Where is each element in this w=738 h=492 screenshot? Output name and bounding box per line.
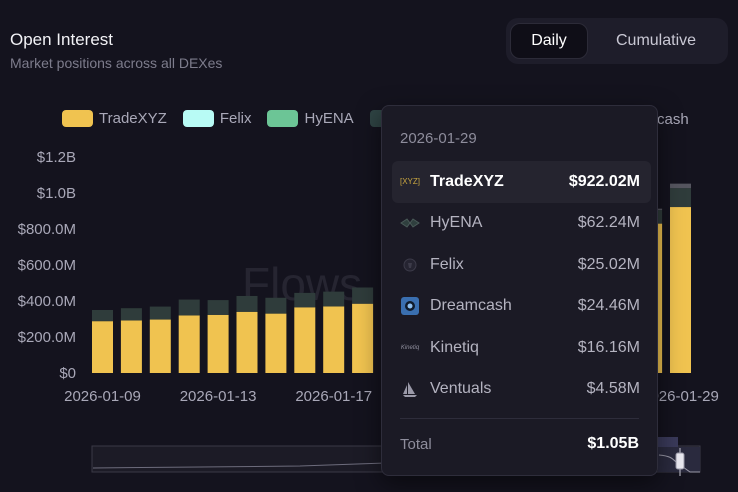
bar-segment-tradexyz[interactable] — [236, 311, 258, 373]
bar-segment-tradexyz[interactable] — [265, 313, 287, 373]
y-tick-label: $1.0B — [37, 185, 76, 202]
tooltip-divider — [400, 418, 639, 419]
tooltip-row-value: $62.24M — [577, 214, 640, 232]
bar-segment-tradexyz[interactable] — [178, 315, 200, 373]
bar-segment-other-dexes[interactable] — [92, 310, 113, 322]
y-tick-label: $800.0M — [18, 221, 76, 238]
y-tick-label: $1.2B — [37, 149, 76, 166]
chart-title: Open Interest — [10, 30, 114, 49]
legend-label: HyENA — [304, 110, 354, 127]
bar-segment-other-dexes[interactable] — [178, 299, 200, 316]
tooltip-row-hyena: HyENA $62.24M — [392, 203, 651, 245]
tradexyz-icon: [XYZ] — [400, 172, 420, 192]
tooltip-row-tradexyz: [XYZ] TradeXYZ $922.02M — [392, 161, 651, 203]
tooltip-row-value: $16.16M — [577, 338, 640, 356]
bar-segment-tradexyz[interactable] — [92, 321, 113, 373]
x-axis: 2026-01-09 2026-01-13 2026-01-17 2026-01-29 — [64, 388, 719, 405]
bar-segment-tradexyz[interactable] — [670, 207, 691, 373]
hyena-icon — [400, 213, 420, 233]
tooltip-row-kinetiq: Kinetiq Kinetiq $16.16M — [392, 327, 651, 369]
x-tick-label: 2026-01-13 — [180, 388, 257, 405]
tooltip-row-value: $24.46M — [577, 297, 640, 315]
tradexyz-icon-text: [XYZ] — [400, 177, 421, 187]
tooltip-date: 2026-01-29 — [400, 130, 477, 147]
legend-swatch — [267, 110, 299, 127]
cumulative-tab[interactable]: Cumulative — [615, 32, 697, 49]
chart-legend: TradeXYZ Felix HyENA — [62, 110, 407, 127]
tooltip-row-name: HyENA — [430, 214, 483, 232]
tooltip-row-value: $25.02M — [577, 255, 640, 273]
tooltip-row-name: Felix — [430, 255, 464, 273]
kinetiq-icon-text: Kinetiq — [400, 344, 420, 351]
slider-handle[interactable] — [675, 452, 685, 470]
x-tick-label: 2026-01-09 — [64, 388, 141, 405]
tooltip-row-felix: Felix $25.02M — [392, 244, 651, 286]
bar-segment-other-dexes[interactable] — [236, 295, 258, 312]
ventuals-icon — [400, 379, 420, 399]
bar-segment-tradexyz[interactable] — [149, 319, 171, 373]
bar-segment-other-dexes[interactable] — [352, 287, 374, 304]
y-tick-label: $200.0M — [18, 329, 76, 346]
tooltip-row-name: Dreamcash — [430, 297, 512, 315]
tooltip-row-name: Ventuals — [430, 380, 492, 398]
bar-segment-other-dexes[interactable] — [294, 292, 316, 308]
bar-segment-tradexyz[interactable] — [120, 320, 142, 373]
legend-label: TradeXYZ — [99, 110, 167, 127]
bar-segment-other-dexes[interactable] — [670, 188, 691, 208]
bar-segment-top-cap[interactable] — [670, 183, 691, 189]
view-toggle: Daily Cumulative — [506, 18, 728, 64]
bar-segment-tradexyz[interactable] — [207, 314, 229, 373]
legend-item-felix[interactable]: Felix — [182, 110, 252, 127]
dreamcash-icon — [400, 296, 420, 316]
legend-label: Felix — [219, 110, 252, 127]
felix-icon — [400, 255, 420, 275]
bar-segment-other-dexes[interactable] — [149, 306, 171, 320]
y-axis: $0 $200.0M $400.0M $600.0M $800.0M $1.0B $1.2B — [18, 149, 76, 382]
tooltip-rows: [XYZ] TradeXYZ $922.02M HyENA $62.24M Fe… — [392, 161, 651, 410]
legend-swatch — [62, 110, 93, 127]
legend-item-hyena[interactable]: HyENA — [267, 110, 354, 127]
tooltip-row-name: TradeXYZ — [430, 172, 504, 190]
tooltip-row-ventuals: Ventuals $4.58M — [392, 369, 651, 411]
slider-sparkline — [92, 462, 386, 469]
slider-window — [658, 437, 678, 447]
y-tick-label: $0 — [59, 365, 76, 382]
bar-segment-other-dexes[interactable] — [323, 291, 345, 307]
bar-segment-tradexyz[interactable] — [323, 306, 345, 373]
daily-tab[interactable]: Daily — [510, 23, 588, 59]
chart-subtitle: Market positions across all DEXes — [10, 55, 223, 71]
bar-segment-other-dexes[interactable] — [120, 308, 142, 321]
bar-segment-other-dexes[interactable] — [265, 297, 287, 314]
bar-segment-tradexyz[interactable] — [294, 307, 316, 373]
x-tick-label: 2026-01-29 — [642, 388, 719, 405]
tooltip-row-value: $4.58M — [586, 380, 640, 398]
kinetiq-icon: Kinetiq — [400, 338, 420, 358]
legend-swatch — [182, 110, 214, 127]
tooltip-total-value: $1.05B — [587, 435, 639, 452]
y-tick-label: $400.0M — [18, 293, 76, 310]
tooltip-row-dreamcash: Dreamcash $24.46M — [392, 286, 651, 328]
y-tick-label: $600.0M — [18, 257, 76, 274]
bar-segment-tradexyz[interactable] — [352, 303, 374, 373]
x-tick-label: 2026-01-17 — [295, 388, 372, 405]
tooltip-row-name: Kinetiq — [430, 338, 479, 356]
tooltip-row-value: $922.02M — [568, 172, 640, 190]
bar-segment-other-dexes[interactable] — [207, 300, 229, 315]
legend-item-tradexyz[interactable]: TradeXYZ — [62, 110, 167, 127]
tooltip: 2026-01-29 [XYZ] TradeXYZ $922.02M HyENA… — [381, 105, 658, 476]
tooltip-total-label: Total — [400, 436, 432, 453]
legend-item-dreamcash-partial[interactable]: cash — [657, 111, 689, 128]
